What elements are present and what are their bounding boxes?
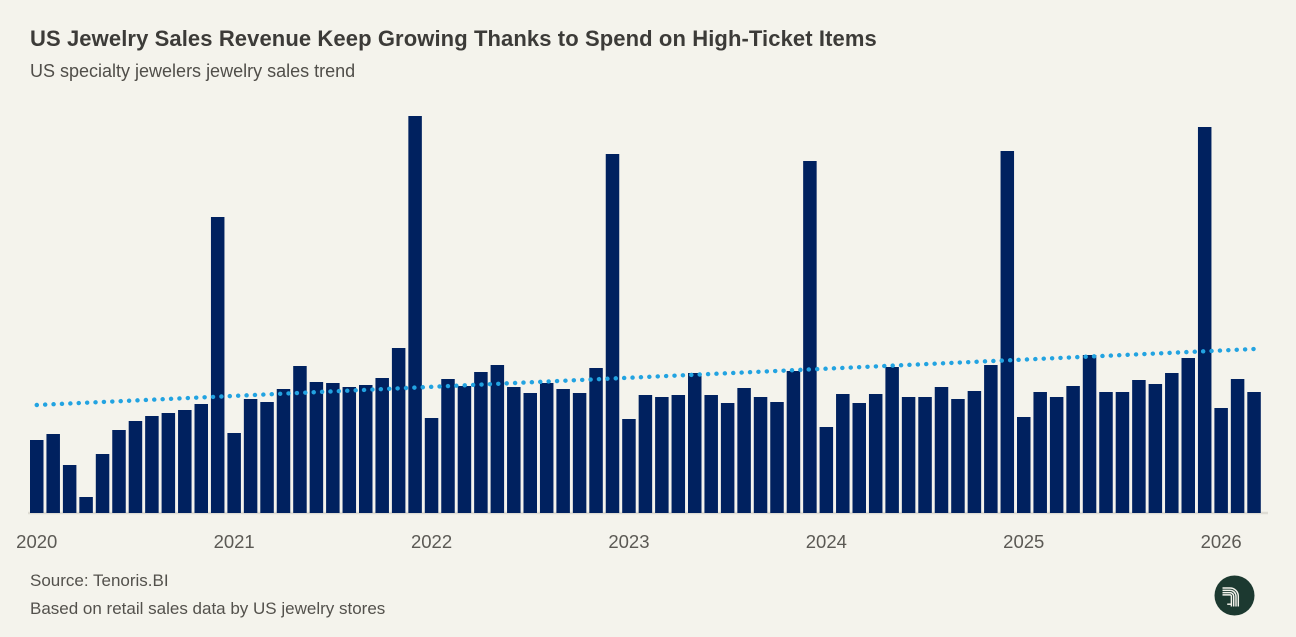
chart-bar-2023-10 xyxy=(770,402,784,513)
chart-bar-2020-02 xyxy=(46,434,60,513)
chart-bar-2021-11 xyxy=(391,348,406,513)
chart-bar-2022-09 xyxy=(556,389,570,513)
chart-bar-2021-01 xyxy=(227,433,241,513)
page-title: US Jewelry Sales Revenue Keep Growing Th… xyxy=(30,26,877,51)
chart-bar-2022-04 xyxy=(474,372,488,513)
chart-bar-2021-05 xyxy=(293,366,307,513)
chart-bar-2026-03 xyxy=(1247,392,1261,513)
chart-subtitle: US specialty jewelers jewelry sales tren… xyxy=(30,61,356,81)
chart-bar-2022-06 xyxy=(507,387,521,513)
chart-bar-2022-01 xyxy=(424,418,439,513)
x-axis-label-2024: 2024 xyxy=(806,531,847,552)
data-note: Based on retail sales data by US jewelry… xyxy=(30,599,386,618)
chart-bar-2023-01 xyxy=(622,419,636,513)
chart-bar-2022-12 xyxy=(605,154,620,513)
chart-bar-2023-09 xyxy=(753,397,768,513)
chart-bar-2022-02 xyxy=(441,379,455,513)
chart-bar-2025-07 xyxy=(1115,392,1130,513)
trend-line xyxy=(34,346,1257,408)
chart-bar-2024-01 xyxy=(819,427,834,513)
chart-bar-2020-11 xyxy=(194,404,208,513)
chart-bar-2021-09 xyxy=(359,385,373,513)
chart-bar-2021-07 xyxy=(326,383,340,513)
chart-bar-2022-07 xyxy=(523,393,537,513)
source-note: Source: Tenoris.BI xyxy=(30,571,169,590)
chart-bar-2021-06 xyxy=(309,382,324,513)
chart-bar-2024-07 xyxy=(918,397,932,513)
chart-header: US Jewelry Sales Revenue Keep Growing Th… xyxy=(30,26,877,82)
chart-bar-2021-12 xyxy=(408,116,422,513)
chart-bar-2023-02 xyxy=(638,395,653,513)
chart-bar-2022-03 xyxy=(457,386,472,513)
chart-bar-2020-08 xyxy=(145,416,159,513)
chart-bar-2021-04 xyxy=(276,389,291,513)
chart-bar-2024-12 xyxy=(1000,151,1015,513)
chart-bar-2023-08 xyxy=(737,388,751,513)
chart-bar-2022-10 xyxy=(572,393,587,513)
chart-bar-2020-05 xyxy=(95,454,110,513)
chart-bar-2024-11 xyxy=(984,365,998,513)
chart-bar-2022-05 xyxy=(490,365,505,513)
chart-bar-2025-03 xyxy=(1049,397,1064,513)
chart-bar-2024-06 xyxy=(901,397,916,513)
chart-bar-2026-02 xyxy=(1230,379,1245,513)
chart-bar-2024-09 xyxy=(951,399,965,513)
chart-bar-2023-07 xyxy=(720,403,735,513)
chart-bar-2020-09 xyxy=(161,413,176,513)
chart-bar-2024-08 xyxy=(934,387,949,513)
chart-bar-2023-12 xyxy=(803,161,817,513)
chart-bar-2020-10 xyxy=(178,410,192,513)
chart-bar-2020-06 xyxy=(112,430,126,513)
chart-bar-2023-06 xyxy=(704,395,718,513)
chart-bar-2020-07 xyxy=(128,421,143,513)
chart-bar-2024-10 xyxy=(967,391,982,513)
tenoris-logo-icon xyxy=(1214,575,1255,616)
chart-bar-2023-04 xyxy=(671,395,686,513)
chart-bar-2020-01 xyxy=(30,440,44,513)
chart-bar-2025-10 xyxy=(1165,373,1179,513)
chart-bar-2020-12 xyxy=(210,217,225,513)
chart-bar-2025-12 xyxy=(1197,127,1212,513)
chart-bar-2025-11 xyxy=(1181,358,1195,513)
chart-bar-2025-01 xyxy=(1017,417,1031,513)
chart-bar-2024-04 xyxy=(868,394,883,513)
chart-bar-2022-11 xyxy=(589,368,603,513)
chart-bar-2023-05 xyxy=(688,373,702,513)
chart-bar-2025-05 xyxy=(1082,355,1097,513)
x-axis-label-2020: 2020 xyxy=(16,531,57,552)
chart-bar-2025-06 xyxy=(1099,392,1113,513)
chart-bar-2021-08 xyxy=(342,387,357,513)
chart-bar-2020-03 xyxy=(62,465,77,513)
chart-bar-2023-03 xyxy=(655,397,669,513)
chart-bar-2024-02 xyxy=(836,394,850,513)
chart-footer: Source: Tenoris.BI Based on retail sales… xyxy=(30,567,385,623)
chart-bar-2025-08 xyxy=(1132,380,1146,513)
chart-bar-2024-05 xyxy=(885,367,899,513)
x-axis-label-2026: 2026 xyxy=(1201,531,1242,552)
chart-bar-2025-02 xyxy=(1033,392,1047,513)
chart-bar-2021-03 xyxy=(260,402,274,513)
chart-bar-2021-10 xyxy=(375,378,389,513)
chart-bar-2022-08 xyxy=(539,383,554,513)
chart-bar-2025-09 xyxy=(1148,384,1163,513)
chart-bar-2026-01 xyxy=(1214,408,1228,513)
chart-bar-2023-11 xyxy=(786,371,801,513)
chart-bar-2020-04 xyxy=(79,497,93,513)
chart-bar-2021-02 xyxy=(243,399,258,513)
x-axis-label-2021: 2021 xyxy=(214,531,255,552)
chart-bar-2024-03 xyxy=(852,403,866,513)
chart-bar-2025-04 xyxy=(1066,386,1080,513)
x-axis-label-2022: 2022 xyxy=(411,531,452,552)
x-axis-label-2023: 2023 xyxy=(608,531,649,552)
x-axis-label-2025: 2025 xyxy=(1003,531,1044,552)
